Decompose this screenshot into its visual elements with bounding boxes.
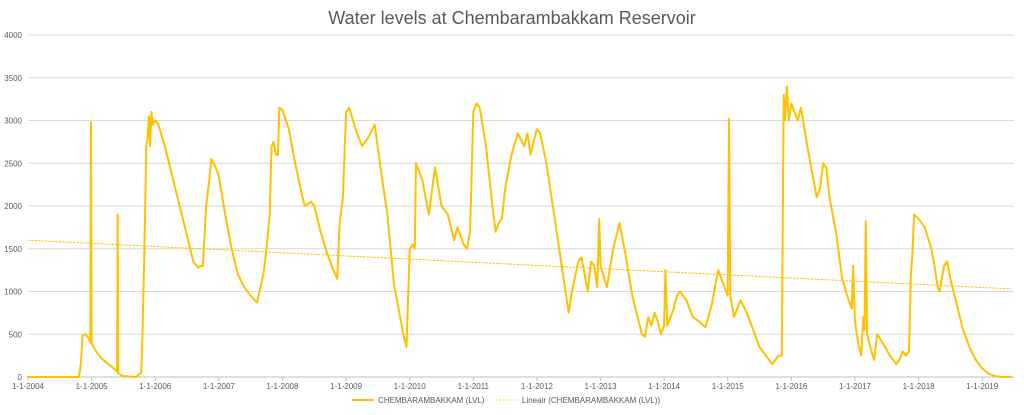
x-tick-label: 1-1-2006: [139, 382, 172, 391]
x-tick-label: 1-1-2016: [775, 382, 808, 391]
legend-label-trend: Lineair (CHEMBARAMBAKKAM (LVL)): [522, 396, 660, 405]
chart-title: Water levels at Chembarambakkam Reservoi…: [328, 8, 696, 28]
x-tick-label: 1-1-2004: [12, 382, 45, 391]
y-tick-label: 2500: [4, 159, 22, 168]
y-tick-label: 2000: [4, 202, 22, 211]
series-line-trend: [27, 239, 1012, 290]
y-tick-label: 3500: [4, 74, 22, 83]
x-tick-label: 1-1-2010: [394, 382, 427, 391]
y-tick-label: 1000: [4, 288, 22, 297]
x-tick-label: 1-1-2005: [76, 382, 109, 391]
x-tick-label: 1-1-2009: [330, 382, 363, 391]
x-tick-label: 1-1-2018: [903, 382, 936, 391]
x-tick-label: 1-1-2008: [266, 382, 299, 391]
x-tick-label: 1-1-2017: [839, 382, 872, 391]
x-tick-label: 1-1-2014: [648, 382, 681, 391]
x-tick-label: 1-1-2007: [203, 382, 236, 391]
legend-label-level: CHEMBARAMBAKKAM (LVL): [378, 396, 485, 405]
x-tick-label: 1-1-2015: [712, 382, 745, 391]
x-tick-label: 1-1-2011: [458, 382, 490, 391]
y-tick-label: 500: [9, 330, 23, 339]
y-tick-label: 4000: [4, 31, 22, 40]
x-tick-label: 1-1-2019: [966, 382, 999, 391]
x-tick-label: 1-1-2013: [585, 382, 618, 391]
y-tick-label: 3000: [4, 117, 22, 126]
y-tick-label: 0: [18, 373, 23, 382]
series-line-level: [27, 85, 1012, 378]
x-tick-label: 1-1-2012: [521, 382, 554, 391]
y-tick-label: 1500: [4, 245, 22, 254]
